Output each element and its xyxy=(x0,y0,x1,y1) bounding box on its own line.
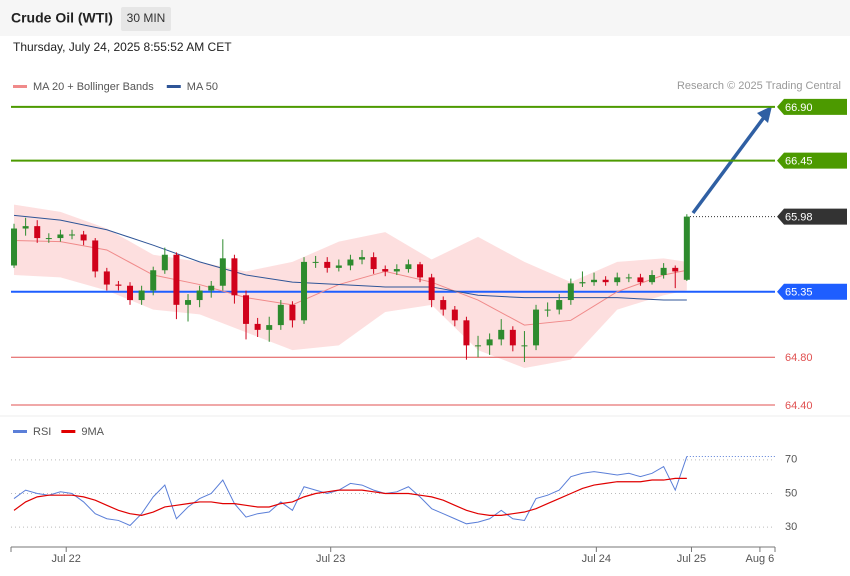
candle-body xyxy=(359,257,366,260)
level-label: 64.80 xyxy=(785,352,813,364)
legend-swatch xyxy=(13,85,27,88)
candle-body xyxy=(103,271,110,285)
x-tick-label: Jul 23 xyxy=(316,553,345,565)
candle-body xyxy=(161,254,168,271)
candle-body xyxy=(579,282,586,284)
candle-body xyxy=(347,259,354,266)
level-box xyxy=(777,283,847,300)
bollinger-band xyxy=(14,204,687,369)
timeframe-pill[interactable] xyxy=(121,7,171,31)
candle-body xyxy=(243,295,250,324)
legend-label: MA 20 + Bollinger Bands xyxy=(33,81,154,93)
candle-body xyxy=(486,339,493,346)
candle-body xyxy=(150,270,157,291)
candle-body xyxy=(34,226,41,239)
moving-average xyxy=(13,214,687,301)
candle-body xyxy=(208,285,215,291)
level-box xyxy=(777,98,847,115)
candle-body xyxy=(370,257,377,270)
candle-body xyxy=(556,300,563,310)
candle-body xyxy=(649,275,656,283)
level-box xyxy=(777,152,847,169)
candle-body xyxy=(266,325,273,330)
level-box xyxy=(777,208,847,225)
candle-body xyxy=(544,309,551,311)
legend-label: MA 50 xyxy=(187,81,218,93)
candle-body xyxy=(405,264,412,270)
y-tick-label: 50 xyxy=(785,487,797,499)
y-tick-label: 70 xyxy=(785,454,797,466)
candle-body xyxy=(92,240,99,272)
candle-body xyxy=(324,261,331,268)
legend-swatch xyxy=(166,85,181,88)
candle-body xyxy=(80,234,87,241)
candle-body xyxy=(614,277,621,283)
candle-body xyxy=(11,228,18,266)
candle-body xyxy=(138,290,145,301)
candle-body xyxy=(428,277,435,301)
level-label: 64.40 xyxy=(785,400,813,412)
candle-body xyxy=(440,300,447,310)
candle-body xyxy=(591,279,598,283)
moving-average xyxy=(14,239,687,326)
candle-body xyxy=(335,265,342,268)
candle-body xyxy=(312,261,319,263)
candle-body xyxy=(567,283,574,301)
y-tick-label: 30 xyxy=(785,521,797,533)
candle-body xyxy=(289,304,296,321)
candle-body xyxy=(231,258,238,296)
candle-body xyxy=(115,284,122,286)
candle-body xyxy=(463,320,470,346)
candle-body xyxy=(382,269,389,272)
x-tick-label: Jul 22 xyxy=(52,553,81,565)
candle-body xyxy=(475,345,482,347)
forecast-arrow xyxy=(691,110,770,215)
x-tick-label: Aug 6 xyxy=(746,553,775,565)
candle-body xyxy=(185,300,192,305)
timeframe[interactable]: 30 MIN xyxy=(127,11,166,25)
credit: Research © 2025 Trading Central xyxy=(677,80,841,92)
candle-body xyxy=(393,269,400,272)
candle-body xyxy=(521,345,528,347)
candle-body xyxy=(219,258,226,286)
datetime: Thursday, July 24, 2025 8:55:52 AM CET xyxy=(13,40,232,54)
candle-body xyxy=(451,309,458,321)
candle-body xyxy=(417,264,424,278)
candle-body xyxy=(45,238,52,240)
level-label: 65.35 xyxy=(785,287,813,299)
legend-label: 9MA xyxy=(81,426,104,438)
candle-body xyxy=(301,261,308,321)
candle-body xyxy=(22,226,29,229)
candle-body xyxy=(254,323,261,330)
candle-body xyxy=(637,277,644,283)
level-label: 65.98 xyxy=(785,212,813,224)
candle-body xyxy=(533,309,540,346)
candle-body xyxy=(683,216,690,280)
candle-body xyxy=(173,254,180,305)
forecast-arrow-head xyxy=(757,106,772,123)
candle-body xyxy=(672,267,679,272)
title: Crude Oil (WTI) xyxy=(11,10,113,26)
legend-swatch xyxy=(13,430,27,433)
candle-body xyxy=(69,234,76,236)
legend-swatch xyxy=(61,430,76,433)
candle-body xyxy=(625,277,632,279)
candle-body xyxy=(498,329,505,340)
rsi-line xyxy=(13,456,688,527)
legend-label: RSI xyxy=(33,426,51,438)
level-label: 66.45 xyxy=(785,155,813,167)
candle-body xyxy=(127,285,134,301)
candle-body xyxy=(660,267,667,276)
candle-body xyxy=(196,290,203,301)
rsi-line xyxy=(13,477,687,516)
x-tick-label: Jul 24 xyxy=(582,553,611,565)
level-label: 66.90 xyxy=(785,102,813,114)
candle-body xyxy=(602,279,609,283)
candle-body xyxy=(57,234,64,239)
x-tick-label: Jul 25 xyxy=(677,553,706,565)
candle-body xyxy=(277,304,284,326)
candle-body xyxy=(509,329,516,346)
